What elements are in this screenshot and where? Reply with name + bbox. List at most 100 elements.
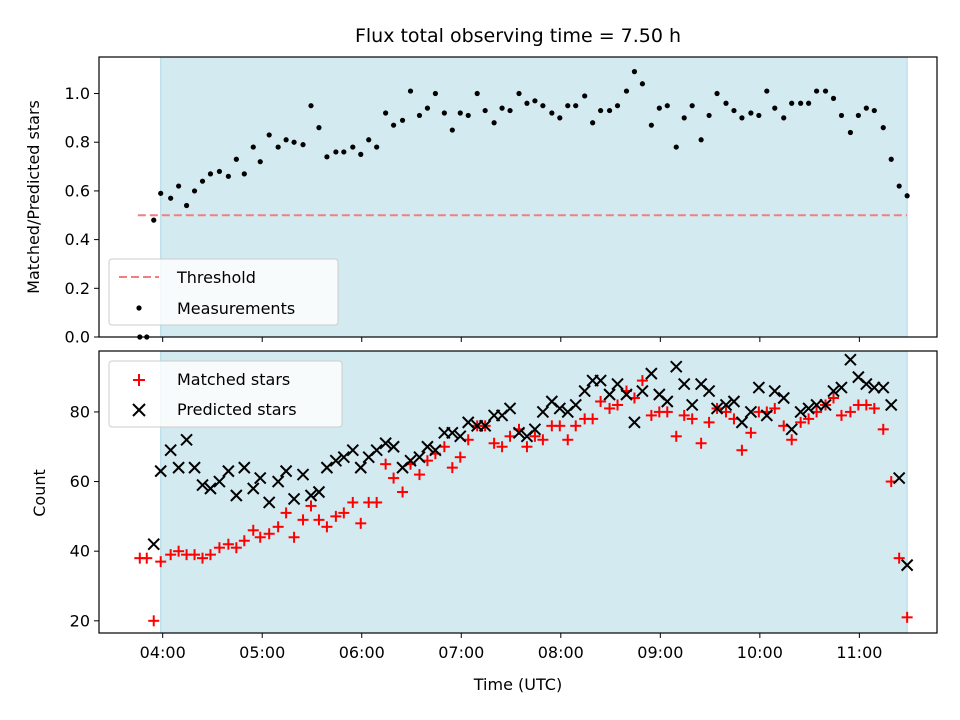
measurement-point — [781, 115, 787, 121]
matched-stars-point — [703, 416, 715, 428]
predicted-stars-point — [254, 471, 267, 485]
predicted-stars-point — [868, 381, 881, 394]
ratio-x-axis-ticks — [162, 337, 860, 342]
x-tick-label: 04:00 — [140, 643, 186, 662]
predicted-stars-point — [296, 468, 310, 481]
measurement-point — [706, 112, 712, 119]
measurement-point — [532, 98, 538, 104]
matched-stars-point — [893, 552, 905, 564]
predicted-stars-point — [670, 360, 683, 373]
measurement-point — [176, 183, 182, 189]
matched-stars-point — [305, 500, 317, 512]
x-tick-label: 11:00 — [836, 643, 882, 662]
predicted-stars-point — [794, 405, 807, 419]
matched-stars-point — [645, 409, 657, 421]
y-tick-label: 80 — [70, 402, 90, 421]
predicted-stars-point — [702, 384, 716, 398]
predicted-stars-point — [204, 482, 217, 495]
measurement-point — [698, 137, 704, 143]
matched-stars-point — [173, 545, 185, 557]
predicted-stars-point — [312, 485, 326, 499]
predicted-stars-point — [213, 475, 226, 488]
ratio-y-axis-label: Matched/Predicted stars — [24, 100, 43, 294]
predicted-stars-point — [337, 450, 351, 464]
predicted-stars-point — [685, 398, 699, 412]
predicted-stars-point — [413, 450, 426, 464]
predicted-stars-point — [262, 496, 276, 509]
measurement-point — [449, 127, 455, 133]
measurement-point — [830, 95, 837, 101]
measurement-point — [813, 88, 820, 94]
y-tick-label: 0.0 — [65, 328, 90, 347]
measurement-point — [806, 100, 812, 106]
measurement-point — [689, 103, 695, 109]
matched-legend-swatch — [133, 374, 145, 386]
matched-stars-point — [155, 556, 167, 568]
matched-stars-point — [504, 430, 516, 442]
x-tick-label: 05:00 — [239, 643, 285, 662]
measurement-point — [358, 151, 364, 157]
predicted-stars-point — [271, 475, 285, 488]
measurement-point — [341, 149, 347, 155]
measurement-point — [316, 125, 322, 131]
matched-stars-point — [397, 486, 409, 498]
predicted-stars-point — [287, 492, 301, 506]
measurement-point — [199, 178, 206, 184]
predicted-stars-point — [835, 381, 848, 394]
measurement-point — [614, 103, 621, 109]
measurement-point — [822, 88, 829, 94]
measurement-point — [207, 171, 214, 177]
matched-stars-point — [786, 434, 798, 446]
measurement-point — [474, 90, 480, 97]
matched-stars-point — [570, 420, 582, 432]
matched-stars-point — [280, 507, 292, 519]
predicted-stars-point — [594, 374, 607, 387]
measurement-point — [257, 159, 263, 165]
measurement-point — [390, 122, 397, 128]
matched-stars-point — [636, 375, 648, 387]
predicted-stars-point — [802, 402, 815, 415]
predicted-stars-point — [238, 461, 251, 474]
predicted-stars-point — [628, 416, 641, 429]
ratio-panel: 0.0 0.2 0.4 0.6 0.8 1.0 Matched/Predicted sta… — [24, 56, 938, 347]
predicted-stars-point — [154, 464, 167, 478]
matched-stars-point — [222, 538, 234, 550]
predicted-stars-point — [677, 377, 691, 391]
measurement-point — [507, 107, 513, 114]
x-tick-label: 07:00 — [438, 643, 484, 662]
measurement-point — [623, 88, 630, 94]
matched-stars-point — [745, 427, 757, 439]
measurement-point — [764, 88, 770, 94]
matched-stars-point — [803, 413, 815, 425]
measurement-point — [880, 125, 886, 131]
matched-stars-point — [868, 402, 880, 414]
matched-stars-point — [877, 423, 889, 435]
x-tick-label: 09:00 — [637, 643, 683, 662]
predicted-stars-point — [844, 353, 857, 366]
y-tick-label: 0.6 — [65, 181, 90, 200]
predicted-stars-point — [370, 444, 383, 457]
measurement-point — [499, 105, 505, 111]
matched-stars-point — [141, 552, 153, 564]
matched-stars-point — [438, 441, 450, 453]
count-y-axis-label: Count — [30, 469, 49, 517]
predicted-stars-point — [810, 398, 823, 412]
matched-stars-point — [338, 507, 350, 519]
matched-stars-point — [670, 430, 682, 442]
matched-legend-label: Matched stars — [177, 370, 290, 389]
measurement-point — [158, 190, 164, 196]
measurement-point — [424, 105, 431, 111]
predicted-stars-point — [777, 391, 790, 405]
matched-stars-point — [254, 531, 266, 543]
matched-stars-point — [496, 441, 508, 453]
count-points — [134, 353, 914, 627]
predicted-stars-point — [346, 444, 359, 457]
x-tick-label: 08:00 — [538, 643, 584, 662]
matched-stars-point — [380, 458, 392, 470]
measurements-legend-label: Measurements — [177, 299, 295, 318]
matched-stars-point — [720, 406, 732, 418]
predicted-stars-point — [536, 405, 550, 419]
measurement-point — [664, 103, 670, 109]
measurement-point — [648, 122, 654, 128]
